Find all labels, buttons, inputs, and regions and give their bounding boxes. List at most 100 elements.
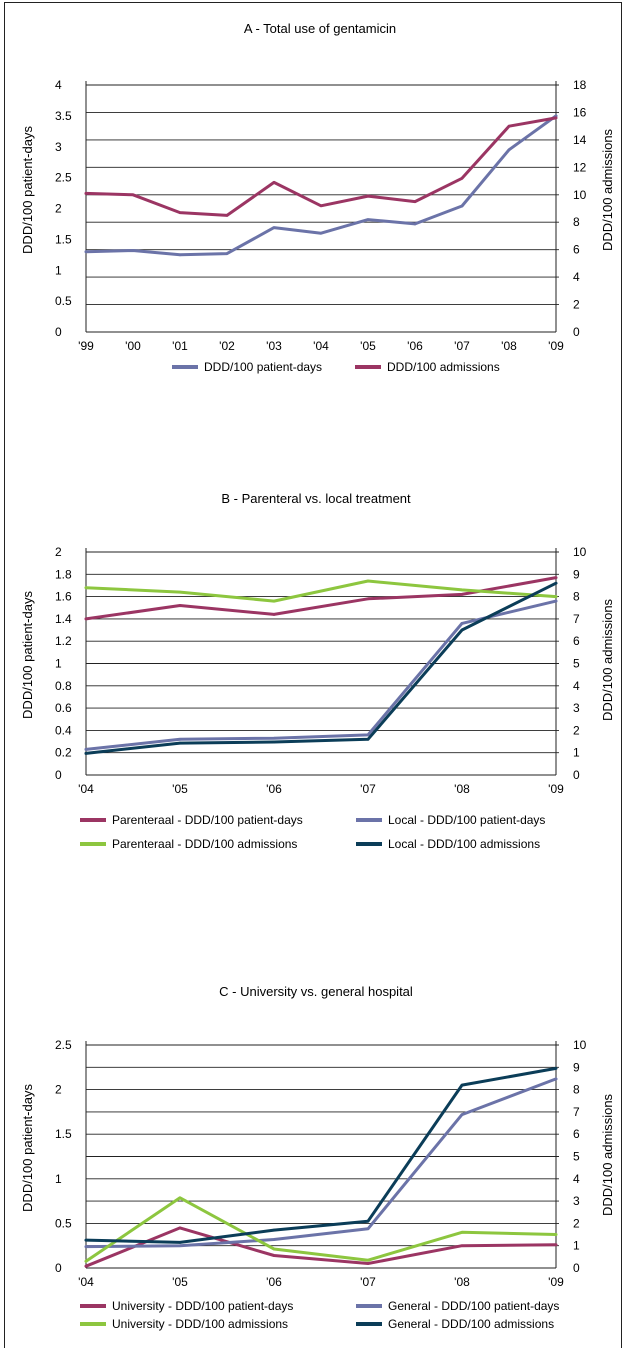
data-point — [554, 1233, 558, 1236]
y-tick-label: 4 — [55, 78, 62, 92]
chart-c: C - University vs. general hospital DDD/… — [20, 984, 615, 1331]
plot: 0 0.5 1 1.5 2 2.5 0 1 2 3 4 5 6 7 8 9 10 '04 '05 '06 '07 '08 '… — [55, 1038, 587, 1289]
data-point — [460, 593, 464, 596]
y2-tick-label: 16 — [573, 105, 587, 119]
x-tick-label: '07 — [454, 339, 470, 353]
data-point — [366, 1262, 370, 1265]
data-point — [131, 193, 135, 197]
y-tick-label: 1.4 — [55, 612, 72, 626]
plot: 0 0.2 0.4 0.6 0.8 1 1.2 1.4 1.6 1.8 2 0 1 2 3 4 5 6 7 8 9 10 '… — [55, 545, 587, 796]
data-point — [272, 736, 276, 740]
y2-tick-label: 2 — [573, 723, 580, 737]
x-tick-label: '09 — [548, 1275, 564, 1289]
data-point — [178, 604, 182, 607]
data-point — [178, 253, 182, 257]
legend-label: University - DDD/100 patient-days — [112, 1299, 293, 1313]
x-tick-label: '09 — [548, 782, 564, 796]
y-tick-label: 0.2 — [55, 746, 72, 760]
data-point — [84, 1238, 88, 1242]
y2-tick-label: 9 — [573, 1060, 580, 1074]
y-tick-label: 3 — [55, 140, 62, 154]
data-point — [131, 249, 135, 252]
data-point — [366, 733, 370, 737]
y2-tick-label: 3 — [573, 701, 580, 715]
data-point — [225, 214, 229, 217]
x-tick-label: '08 — [454, 1275, 470, 1289]
y2-tick-label: 6 — [573, 243, 580, 257]
x-tick-label: '00 — [125, 339, 141, 353]
y-tick-label: 2.5 — [55, 1038, 72, 1052]
series-line — [84, 581, 558, 755]
legend-label: DDD/100 patient-days — [204, 360, 322, 374]
x-tick-label: '05 — [172, 782, 188, 796]
y2-tick-label: 4 — [573, 1172, 580, 1186]
series-line — [84, 1077, 558, 1249]
series-line — [84, 576, 558, 621]
series-line — [84, 116, 558, 217]
y-tick-label: 1.5 — [55, 1127, 72, 1141]
y-tick-label: 0.6 — [55, 701, 72, 715]
data-point — [460, 622, 464, 625]
x-tick-label: '04 — [313, 339, 329, 353]
data-point — [460, 1083, 464, 1087]
x-tick-label: '05 — [360, 339, 376, 353]
x-tick-label: '06 — [407, 339, 423, 353]
legend-label: Local - DDD/100 patient-days — [388, 813, 545, 827]
chart-a: A - Total use of gentamicin DDD/100 pati… — [20, 21, 615, 374]
data-point — [84, 192, 88, 195]
data-point — [178, 590, 182, 594]
data-point — [507, 124, 511, 128]
y2-tick-label: 7 — [573, 612, 580, 626]
data-point — [554, 116, 558, 120]
data-point — [84, 1245, 88, 1248]
y-tick-label: 1.5 — [55, 232, 72, 246]
x-tick-label: '06 — [266, 1275, 282, 1289]
y-tick-label: 0.5 — [55, 1216, 72, 1230]
data-point — [366, 738, 370, 741]
x-tick-label: '05 — [172, 1275, 188, 1289]
y2-tick-label: 5 — [573, 1150, 580, 1164]
data-point — [366, 194, 370, 198]
y2-tick-label: 18 — [573, 78, 587, 92]
plot: 0 0.5 1 1.5 2 2.5 3 3.5 4 0 2 4 6 8 10 12 14 16 18 '99 '00 '0… — [55, 78, 587, 353]
x-tick-label: '01 — [172, 339, 188, 353]
y-tick-label: 2 — [55, 545, 62, 559]
x-tick-label: '04 — [78, 782, 94, 796]
x-tick-label: '06 — [266, 782, 282, 796]
series-line — [84, 579, 558, 603]
y2-tick-label: 10 — [573, 545, 587, 559]
data-point — [178, 741, 182, 745]
y2-tick-label: 12 — [573, 160, 587, 174]
y-tick-label: 0.4 — [55, 723, 72, 737]
data-point — [366, 597, 370, 601]
data-point — [272, 599, 276, 603]
data-point — [178, 738, 182, 741]
data-point — [460, 1231, 464, 1234]
legend: DDD/100 patient-days DDD/100 admissions — [172, 360, 500, 374]
data-point — [554, 576, 558, 579]
legend-label: University - DDD/100 admissions — [112, 1317, 288, 1331]
y-tick-label: 0 — [55, 1261, 62, 1275]
data-point — [84, 250, 88, 254]
y2-tick-label: 0 — [573, 325, 580, 339]
data-point — [319, 231, 323, 235]
x-tick-label: '03 — [266, 339, 282, 353]
y2-tick-label: 4 — [573, 270, 580, 284]
y2-tick-label: 7 — [573, 1105, 580, 1119]
data-point — [554, 1077, 558, 1081]
x-tick-label: '04 — [78, 1275, 94, 1289]
data-point — [272, 740, 276, 744]
data-point — [460, 628, 464, 632]
y2-tick-label: 0 — [573, 1261, 580, 1275]
data-point — [272, 613, 276, 616]
y2-tick-label: 2 — [573, 298, 580, 312]
y2-tick-label: 10 — [573, 1038, 587, 1052]
data-point — [178, 211, 182, 214]
y-tick-label: 2 — [55, 1083, 62, 1097]
data-point — [84, 748, 88, 751]
data-point — [413, 222, 417, 226]
chart-b: B - Parenteral vs. local treatment DDD/1… — [20, 491, 615, 851]
data-point — [272, 1238, 276, 1241]
data-point — [319, 204, 323, 208]
